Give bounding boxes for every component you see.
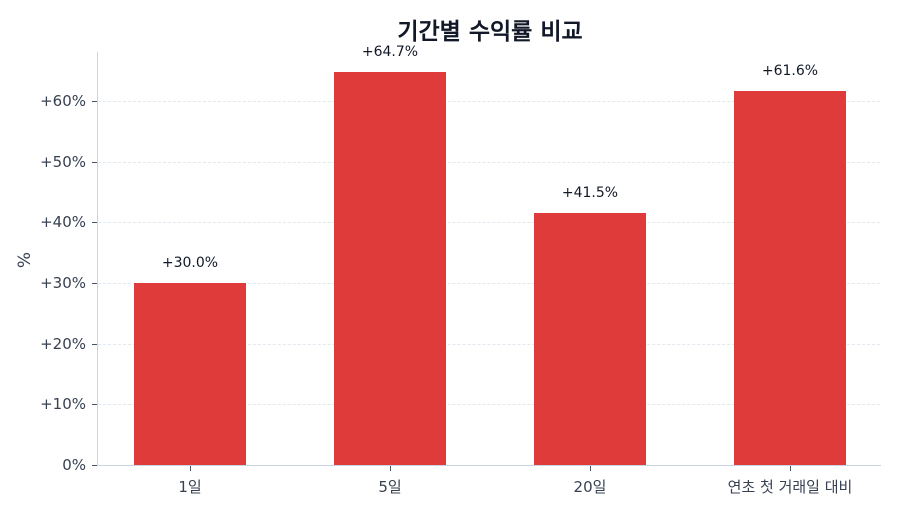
gridline <box>98 404 880 405</box>
bar[interactable] <box>534 213 646 465</box>
bar[interactable] <box>734 91 846 465</box>
gridline <box>98 344 880 345</box>
bar[interactable] <box>334 72 446 465</box>
x-tick <box>790 466 791 471</box>
x-tick <box>190 466 191 471</box>
y-tick <box>92 344 97 345</box>
y-tick-label: +50% <box>40 153 86 171</box>
y-tick <box>92 101 97 102</box>
bar-value-label: +41.5% <box>561 185 619 201</box>
gridline <box>98 101 880 102</box>
y-tick-label: 0% <box>62 456 86 474</box>
y-axis-line <box>97 52 98 466</box>
bar-value-label: +30.0% <box>161 255 219 271</box>
x-tick <box>390 466 391 471</box>
y-tick-label: +40% <box>40 213 86 231</box>
y-tick <box>92 283 97 284</box>
x-tick <box>590 466 591 471</box>
x-tick-label: 1일 <box>178 478 202 496</box>
y-tick <box>92 162 97 163</box>
bar-value-label: +64.7% <box>361 44 419 60</box>
x-tick-label: 5일 <box>378 478 402 496</box>
bar-value-label: +61.6% <box>761 63 819 79</box>
gridline <box>98 162 880 163</box>
gridline <box>98 283 880 284</box>
x-tick-label: 20일 <box>573 478 607 496</box>
y-tick-label: +30% <box>40 274 86 292</box>
y-tick <box>92 404 97 405</box>
y-tick <box>92 222 97 223</box>
x-tick-label: 연초 첫 거래일 대비 <box>727 478 853 496</box>
y-tick <box>92 465 97 466</box>
gridline <box>98 222 880 223</box>
y-tick-label: +20% <box>40 335 86 353</box>
y-tick-label: +10% <box>40 395 86 413</box>
x-axis-line <box>97 465 881 466</box>
chart-title: 기간별 수익률 비교 <box>397 19 583 45</box>
bar[interactable] <box>134 283 246 465</box>
y-tick-label: +60% <box>40 92 86 110</box>
y-axis-label: % <box>15 251 35 269</box>
